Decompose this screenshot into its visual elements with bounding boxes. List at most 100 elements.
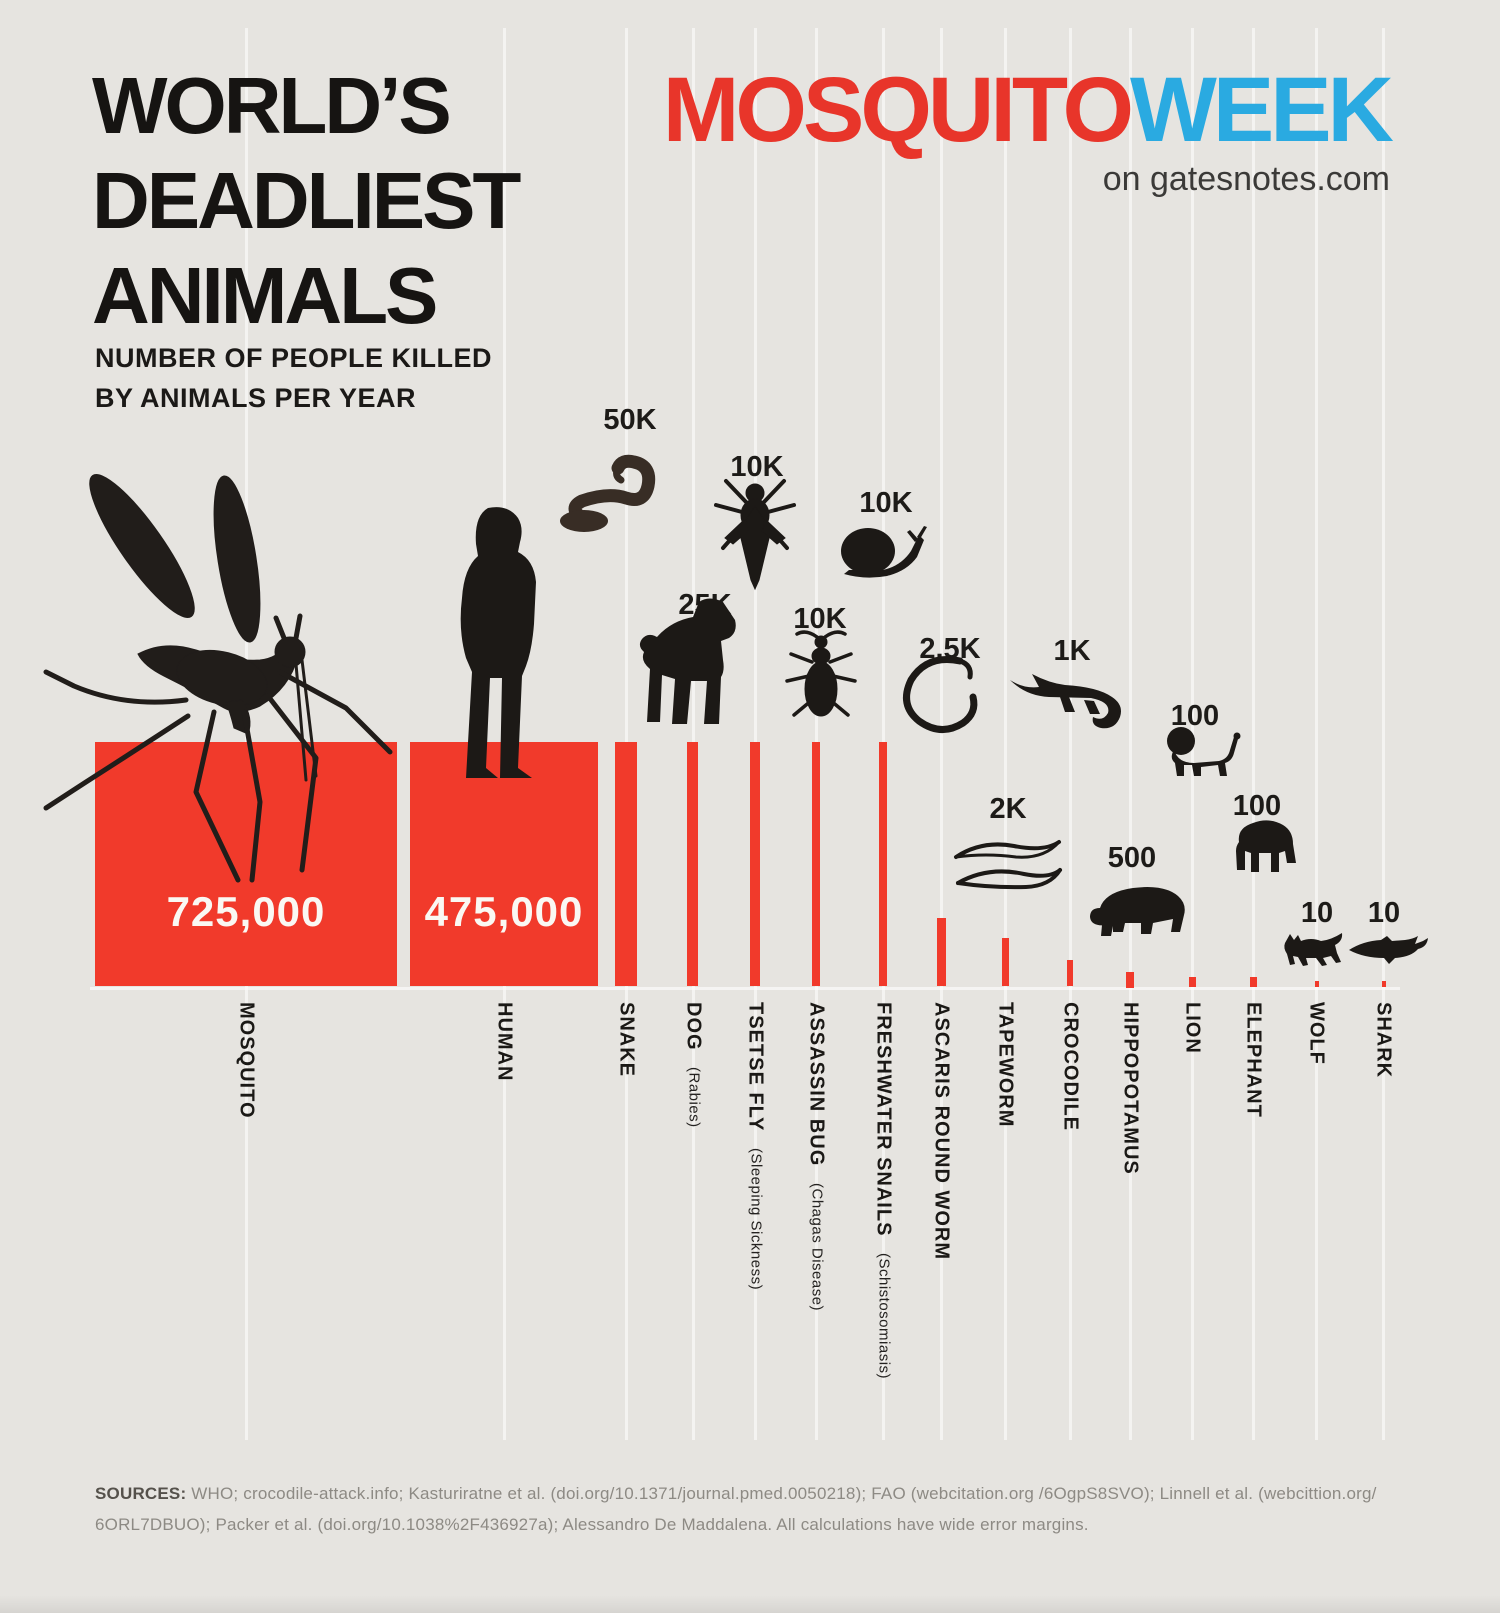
subtitle-line: NUMBER OF PEOPLE KILLED xyxy=(95,343,493,373)
axis-label-crocodile: CROCODILE xyxy=(1059,1002,1082,1131)
axis-label-text: HUMAN xyxy=(493,1002,516,1082)
axis-label-text: WOLF xyxy=(1305,1002,1328,1065)
axis-label-mosquito: MOSQUITO xyxy=(235,1002,258,1119)
page-subtitle: NUMBER OF PEOPLE KILLED BY ANIMALS PER Y… xyxy=(95,338,492,418)
chart-baseline xyxy=(90,987,1400,990)
wolf-icon xyxy=(1284,933,1343,966)
gridline xyxy=(882,28,885,1440)
snake-icon xyxy=(560,454,656,532)
gridline xyxy=(940,28,943,1440)
axis-label-elephant: ELEPHANT xyxy=(1242,1002,1265,1118)
axis-label-text: CROCODILE xyxy=(1059,1002,1082,1131)
assassin-bug-icon xyxy=(785,630,857,717)
axis-label-note: (Rabies) xyxy=(685,1067,703,1128)
axis-label-hippopotamus: HIPPOPOTAMUS xyxy=(1119,1002,1142,1175)
gridline xyxy=(1004,28,1007,1440)
value-label-elephant: 100 xyxy=(1232,790,1282,822)
axis-label-text: SHARK xyxy=(1372,1002,1395,1079)
axis-label-text: ASCARIS ROUND WORM xyxy=(930,1002,953,1260)
elephant-icon xyxy=(1236,820,1296,872)
gridline xyxy=(692,28,695,1440)
sources-text: WHO; crocodile-attack.info; Kasturiratne… xyxy=(186,1484,1377,1503)
crocodile-icon xyxy=(1010,674,1121,729)
axis-label-tsetse-fly: TSETSE FLY (Sleeping Sickness) xyxy=(744,1002,767,1290)
subtitle-line: BY ANIMALS PER YEAR xyxy=(95,383,417,413)
hippopotamus-icon xyxy=(1090,887,1185,936)
axis-label-dog: DOG (Rabies) xyxy=(682,1002,705,1128)
sources-label: SOURCES: xyxy=(95,1484,187,1503)
mosquito-week-logo: MOSQUITOWEEK on gatesnotes.com xyxy=(662,59,1394,199)
value-label-assassin-bug: 10K xyxy=(793,603,847,635)
gridline xyxy=(1252,28,1255,1440)
axis-label-assassin-bug: ASSASSIN BUG (Chagas Disease) xyxy=(805,1002,828,1311)
axis-label-tapeworm: TAPEWORM xyxy=(994,1002,1017,1127)
axis-label-text: FRESHWATER SNAILS xyxy=(872,1002,895,1237)
sources-note: SOURCES: WHO; crocodile-attack.info; Kas… xyxy=(95,1478,1425,1540)
axis-label-human: HUMAN xyxy=(493,1002,516,1081)
sources-line: 6ORL7DBUO); Packer et al. (doi.org/10.10… xyxy=(95,1509,1425,1540)
bar-hippopotamus xyxy=(1126,972,1134,988)
gridline xyxy=(625,28,628,1440)
shark-icon xyxy=(1349,936,1428,964)
axis-label-wolf: WOLF xyxy=(1305,1002,1328,1065)
logo-word-week: WEEK xyxy=(1130,59,1394,161)
page-title: WORLD’S DEADLIEST ANIMALS xyxy=(92,58,521,343)
bar-snake xyxy=(615,742,637,986)
axis-label-text: LION xyxy=(1181,1002,1204,1054)
tsetse-fly-icon xyxy=(714,479,796,591)
tapeworm-icon xyxy=(954,840,1062,890)
value-label-wolf: 10 xyxy=(1300,897,1334,929)
human-icon xyxy=(460,507,536,778)
logo-wordmark: MOSQUITOWEEK xyxy=(662,59,1394,161)
value-label-freshwater-snails: 10K xyxy=(859,487,913,519)
axis-label-snake: SNAKE xyxy=(615,1002,638,1077)
value-label-shark: 10 xyxy=(1367,897,1401,929)
bar-shark xyxy=(1382,981,1386,987)
sources-line: SOURCES: WHO; crocodile-attack.info; Kas… xyxy=(95,1478,1425,1509)
gridline xyxy=(754,28,757,1440)
ascaris-roundworm-icon xyxy=(903,656,978,733)
axis-label-lion: LION xyxy=(1181,1002,1204,1054)
axis-label-text: TSETSE FLY xyxy=(744,1002,767,1132)
gridline xyxy=(1315,28,1318,1440)
title-line: WORLD’S xyxy=(92,61,452,150)
mosquito-icon xyxy=(43,474,393,883)
axis-label-text: TAPEWORM xyxy=(994,1002,1017,1128)
bar-mosquito xyxy=(95,742,397,986)
gridline xyxy=(1069,28,1072,1440)
freshwater-snail-icon xyxy=(841,526,927,578)
value-label-tapeworm: 2K xyxy=(989,793,1027,825)
value-label-lion: 100 xyxy=(1170,700,1220,732)
value-label-crocodile: 1K xyxy=(1053,635,1091,667)
bar-tapeworm xyxy=(1002,938,1009,986)
dog-icon xyxy=(639,598,736,724)
axis-label-shark: SHARK xyxy=(1372,1002,1395,1078)
axis-label-note: (Chagas Disease) xyxy=(808,1182,826,1311)
axis-label-text: HIPPOPOTAMUS xyxy=(1119,1002,1142,1175)
bar-lion xyxy=(1189,977,1196,987)
bar-elephant xyxy=(1250,977,1257,987)
axis-label-text: MOSQUITO xyxy=(235,1002,258,1119)
axis-label-ascaris-roundworm: ASCARIS ROUND WORM xyxy=(930,1002,953,1260)
value-label-tsetse-fly: 10K xyxy=(730,451,784,483)
axis-label-note: (Schistosomiasis) xyxy=(875,1252,893,1379)
logo-word-mosquito: MOSQUITO xyxy=(662,59,1134,161)
value-label-hippopotamus: 500 xyxy=(1107,842,1157,874)
gridline xyxy=(1382,28,1385,1440)
bar-dog xyxy=(687,742,698,986)
axis-label-text: DOG xyxy=(682,1002,705,1051)
axis-label-text: ELEPHANT xyxy=(1242,1002,1265,1118)
title-line: DEADLIEST xyxy=(92,156,521,245)
lion-icon xyxy=(1167,727,1241,776)
logo-tagline: on gatesnotes.com xyxy=(1102,160,1390,198)
bar-ascaris-roundworm xyxy=(937,918,946,986)
axis-label-freshwater-snails: FRESHWATER SNAILS (Schistosomiasis) xyxy=(872,1002,895,1379)
value-label-human: 475,000 xyxy=(424,888,584,935)
bar-human xyxy=(410,742,598,986)
bar-crocodile xyxy=(1067,960,1073,986)
bar-wolf xyxy=(1315,981,1319,987)
axis-label-note: (Sleeping Sickness) xyxy=(747,1147,765,1290)
axis-label-text: SNAKE xyxy=(615,1002,638,1078)
sources-text: 6ORL7DBUO); Packer et al. (doi.org/10.10… xyxy=(95,1515,1089,1534)
